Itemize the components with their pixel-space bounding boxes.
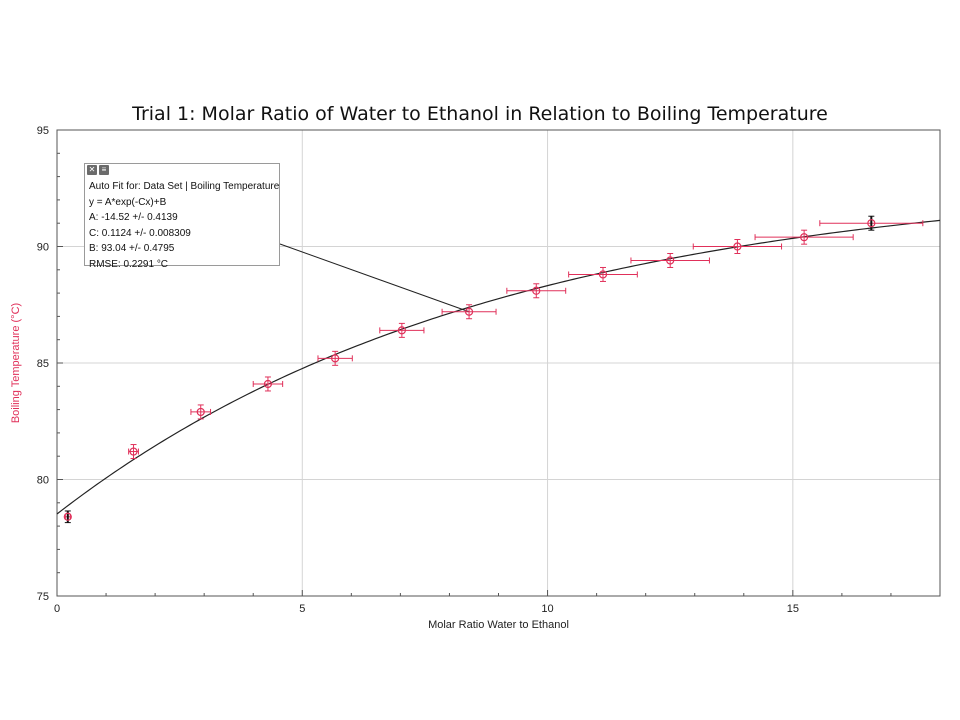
data-point [630,252,710,268]
point-marker [63,512,72,521]
options-icon[interactable]: ≡ [99,165,109,175]
data-point [692,239,783,254]
y-tick-label: 80 [37,475,49,487]
x-tick-label: 10 [541,603,553,615]
point-marker [129,447,138,456]
points-layer [63,215,924,524]
data-point [317,350,353,366]
y-axis-label: Boiling Temperature (°C) [10,303,22,423]
point-marker [666,256,675,265]
y-tick-label: 85 [37,358,49,370]
fit-param-a: A: -14.52 +/- 0.4139 [89,212,178,223]
data-point [506,283,567,299]
point-marker [733,242,742,251]
data-point [568,266,638,282]
fit-box-controls: ✕ ≡ [85,164,279,179]
point-marker [598,270,608,279]
auto-fit-box[interactable]: ✕ ≡ Auto Fit for: Data Set | Boiling Tem… [84,163,280,270]
point-marker [331,354,340,363]
point-marker [800,233,809,242]
y-tick-label: 95 [37,125,49,137]
grid-layer [57,130,940,596]
fit-rmse: RMSE: 0.2291 °C [89,258,169,270]
point-marker [263,379,273,389]
fit-curve [56,219,941,515]
data-point [252,376,284,392]
data-point [441,304,497,320]
data-point [819,215,924,231]
x-tick-label: 15 [787,603,799,615]
point-marker [196,407,205,417]
data-point [190,404,212,420]
point-marker [867,219,876,228]
y-tick-label: 90 [37,242,49,254]
fit-equation: y = A*exp(-Cx)+B [89,196,167,208]
y-tick-label: 75 [37,591,49,603]
data-point [128,444,139,460]
fit-param-c: C: 0.1124 +/- 0.008309 [89,227,191,239]
point-marker [464,307,474,316]
fit-param-b: B: 93.04 +/- 0.4795 [89,243,175,254]
point-marker [397,326,406,335]
data-point [379,322,425,338]
point-marker [532,286,541,295]
fit-title: Auto Fit for: Data Set | Boiling Tempera… [89,181,280,192]
chart-title: Trial 1: Molar Ratio of Water to Ethanol… [132,103,828,125]
x-axis-label: Molar Ratio Water to Ethanol [428,619,569,631]
data-point [63,510,72,524]
x-tick-label: 5 [299,603,305,615]
close-icon[interactable]: ✕ [87,165,97,175]
data-point [754,229,854,245]
x-tick-label: 0 [54,603,60,615]
ticks-layer: 0 5 10 15 75 80 85 90 95 [37,125,941,615]
fit-box-leader-line [279,243,470,313]
